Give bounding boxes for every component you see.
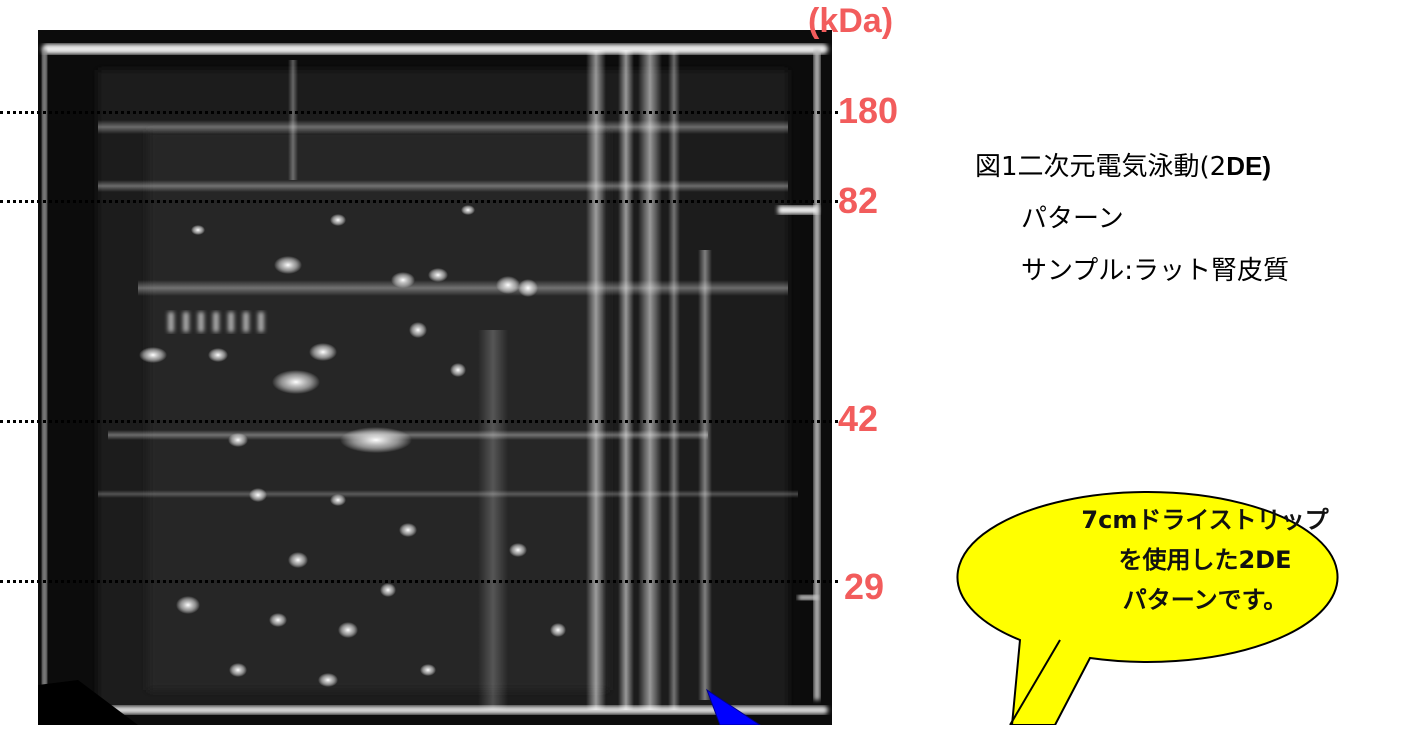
marker-line-82	[0, 200, 838, 203]
marker-line-180	[0, 111, 838, 114]
callout-bubble	[956, 490, 1339, 725]
marker-label-29: 29	[844, 566, 885, 607]
gel-photo-svg	[38, 30, 832, 725]
figure-caption: 図1二次元電気泳動(2DE) パターン サンプル:ラット腎皮質	[975, 140, 1289, 297]
gel-image	[38, 30, 832, 725]
marker-line-42	[0, 420, 838, 423]
caption-pattern: パターン	[1021, 204, 1124, 234]
marker-label-180: 180	[838, 90, 899, 131]
callout-line: 7cmドライストリップ	[1081, 506, 1329, 534]
callout-line: パターンです。	[1122, 586, 1288, 614]
caption-sample: サンプル:ラット腎皮質	[1021, 256, 1289, 286]
marker-line-29	[0, 580, 838, 583]
caption-title-bold: DE)	[1226, 151, 1272, 181]
arrow-icon	[705, 688, 761, 725]
caption-title: 図1二次元電気泳動(2DE)	[975, 140, 1289, 193]
marker-label-42: 42	[838, 398, 879, 439]
unit-label: (kDa)	[808, 2, 894, 40]
callout-text: 7cmドライストリップ を使用した2DE パターンです。	[1050, 500, 1360, 620]
caption-title-text: 図1二次元電気泳動(2	[975, 152, 1227, 182]
marker-label-82: 82	[838, 180, 879, 221]
callout-line: を使用した2DE	[1118, 546, 1292, 574]
